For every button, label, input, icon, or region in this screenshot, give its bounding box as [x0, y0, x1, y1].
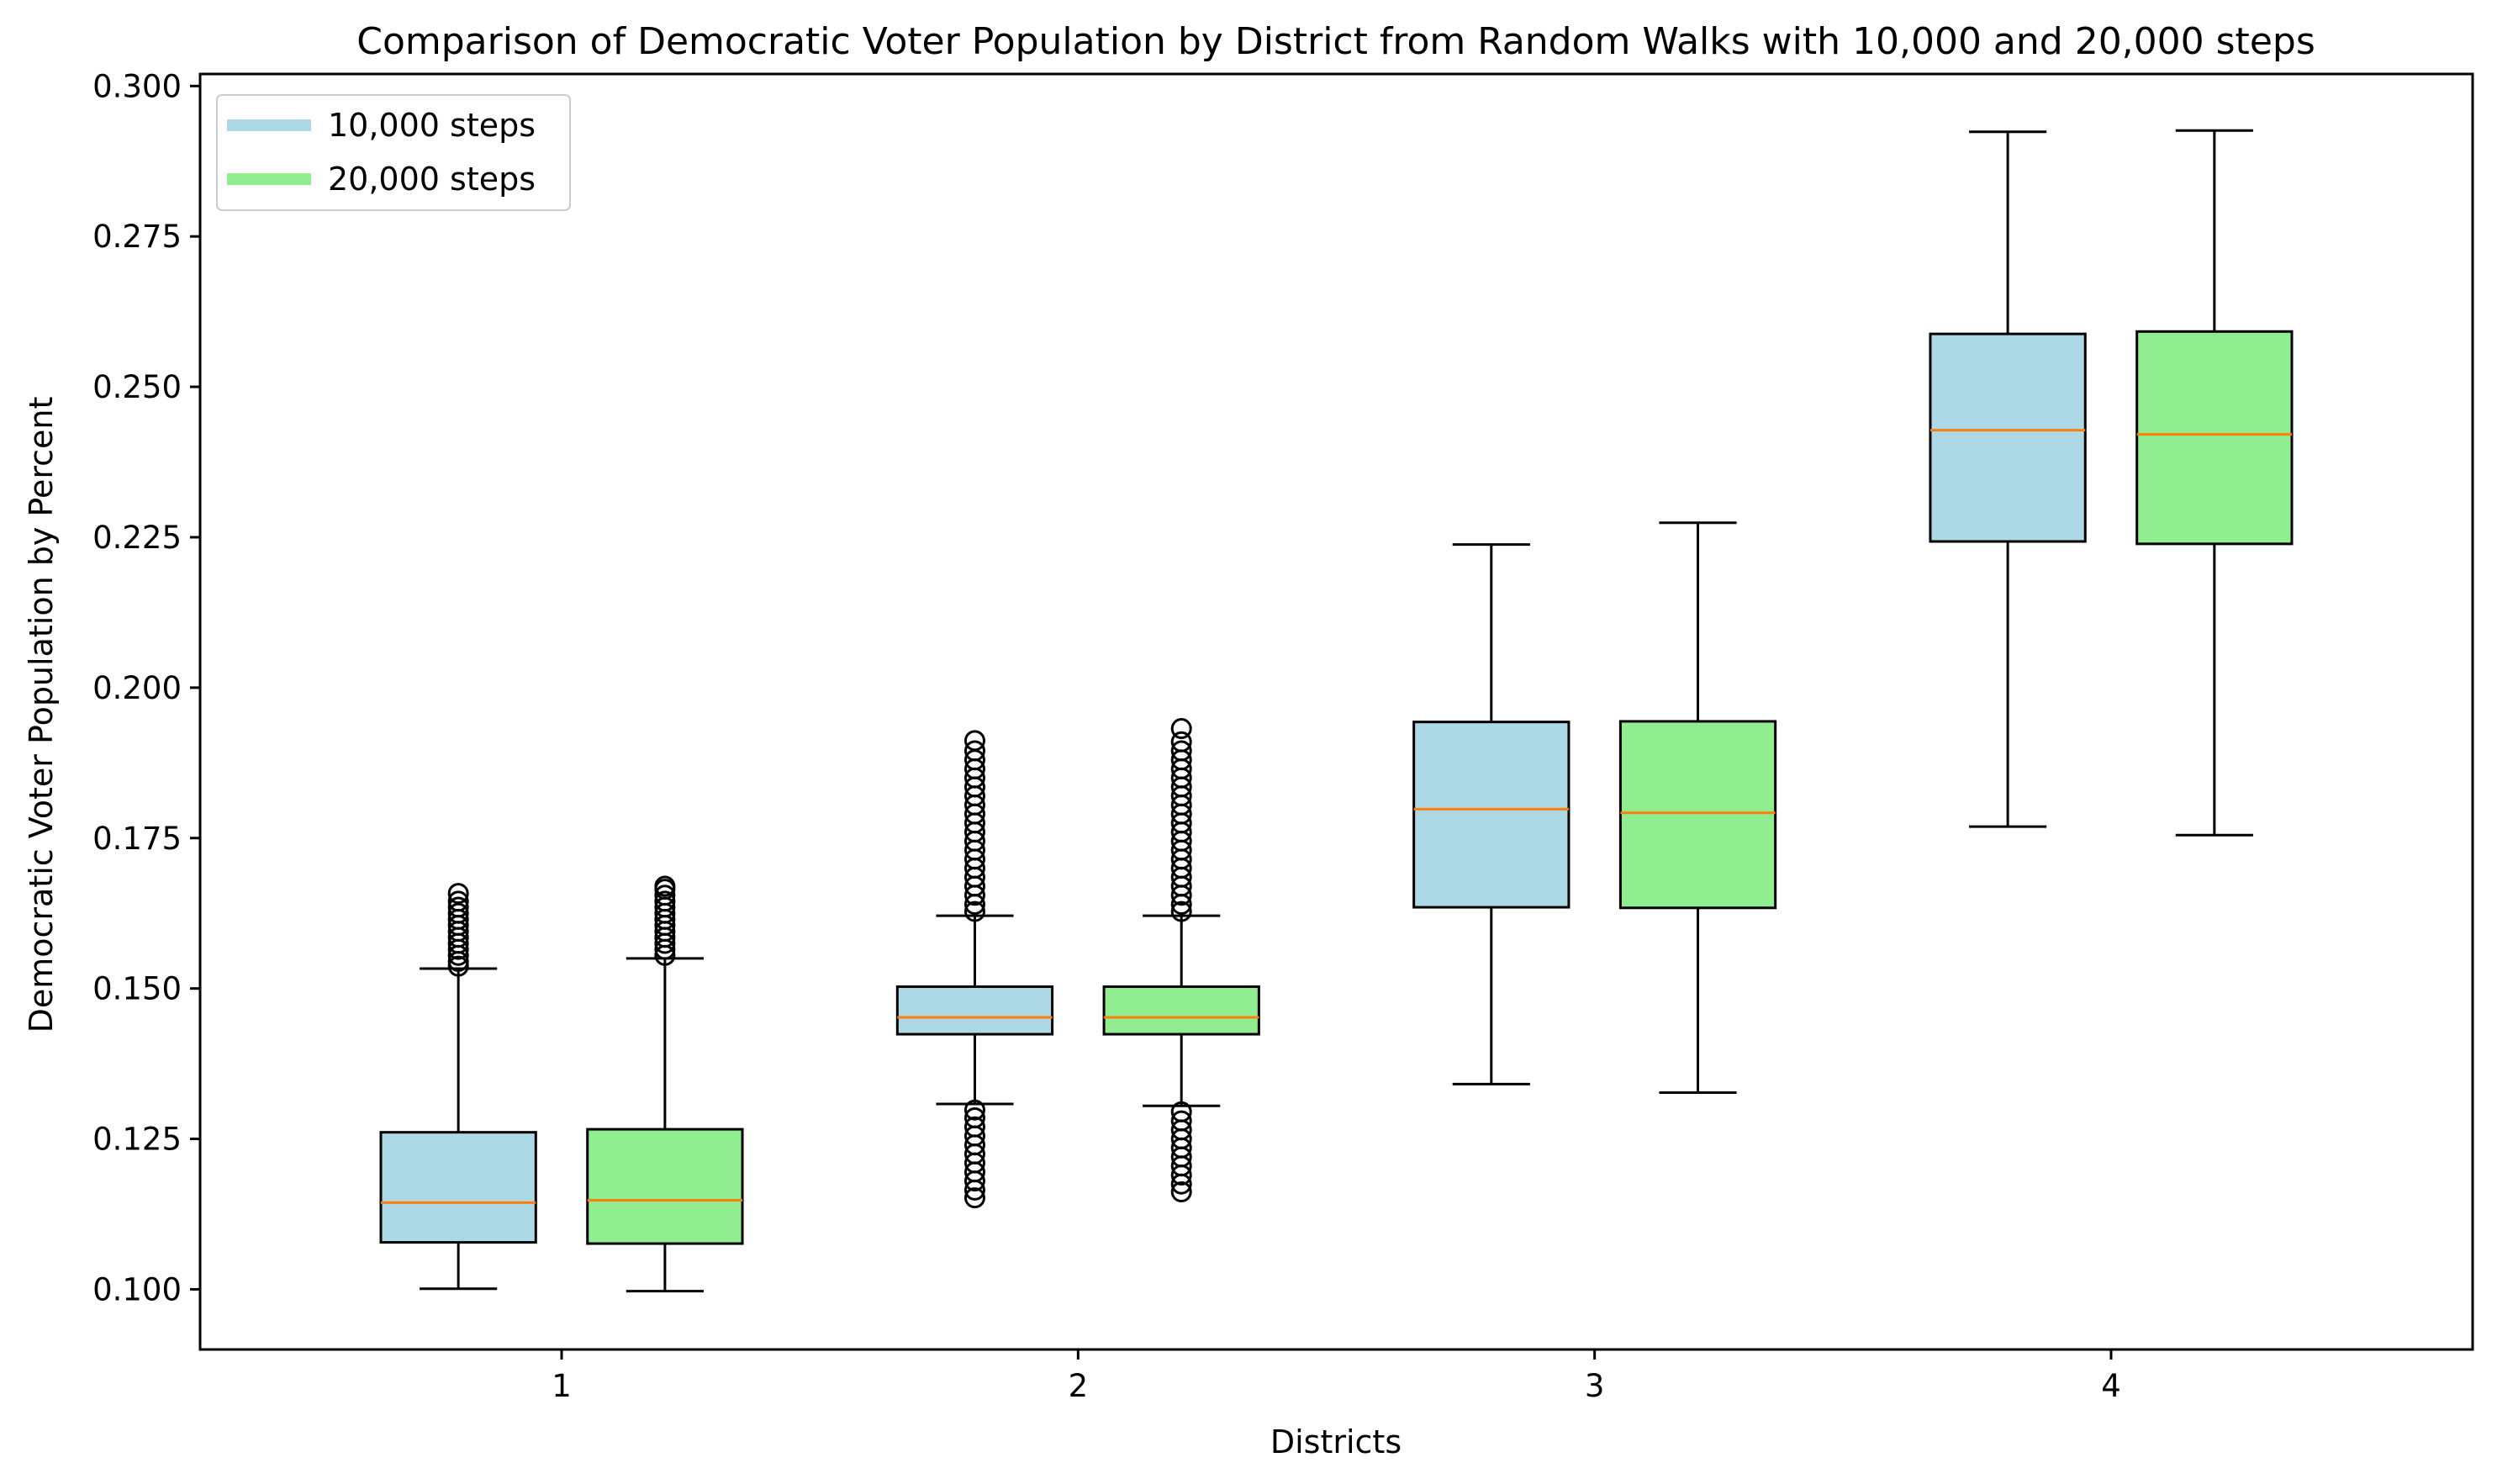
box-iqr [379, 1131, 537, 1244]
box-district-3-10k [1412, 543, 1571, 1085]
y-axis-label: Democratic Voter Population by Percent [23, 397, 60, 1033]
outlier-point [1170, 1181, 1192, 1203]
legend-label: 10,000 steps [328, 107, 536, 144]
y-tick-label: 0.100 [92, 1271, 182, 1307]
plot-area: 0.100 0.125 0.150 0.175 0.200 0.225 0.250 0.275… [92, 68, 2294, 1404]
x-tick-label: 4 [2101, 1368, 2121, 1404]
outlier-point [963, 1170, 985, 1192]
outlier-point [1170, 1173, 1192, 1195]
box-district-4-20k [2135, 129, 2294, 837]
y-tick-label: 0.175 [92, 821, 182, 857]
outlier-point [963, 900, 985, 922]
y-tick-label: 0.150 [92, 971, 182, 1007]
box-iqr [1102, 985, 1260, 1036]
outlier-point [1170, 1164, 1192, 1186]
y-tick-label: 0.250 [92, 369, 182, 405]
outlier-point [654, 885, 676, 906]
box-iqr [1412, 721, 1571, 909]
legend-item: 20,000 steps [227, 161, 536, 198]
y-tick-label: 0.125 [92, 1122, 182, 1158]
outlier-point [1170, 731, 1192, 753]
box-district-1-10k [379, 883, 537, 1291]
box-iqr [2135, 330, 2294, 546]
outlier-point [963, 730, 985, 752]
legend-label: 20,000 steps [328, 161, 536, 198]
box-district-3-20k [1618, 521, 1777, 1094]
outlier-point [963, 1099, 985, 1121]
outlier-point [1170, 740, 1192, 762]
outlier-point [447, 890, 469, 912]
axes-frame [198, 72, 2474, 1351]
box-district-2-10k [895, 730, 1054, 1209]
outlier-point [963, 1179, 985, 1201]
box-iqr [1929, 332, 2087, 543]
chart-title: Comparison of Democratic Voter Populatio… [356, 20, 2315, 63]
box-district-4-10k [1929, 130, 2087, 828]
outlier-point [963, 740, 985, 762]
y-tick-label: 0.300 [92, 68, 182, 104]
outlier-point [1170, 718, 1192, 740]
x-tick-label: 2 [1069, 1368, 1089, 1404]
legend-item: 10,000 steps [227, 107, 536, 144]
y-tick-label: 0.225 [92, 520, 182, 556]
outlier-point [963, 1187, 985, 1209]
outlier-point [447, 883, 469, 905]
outlier-point [654, 890, 676, 912]
box-district-1-20k [586, 875, 744, 1293]
x-axis-label: Districts [1270, 1423, 1402, 1460]
outlier-point [654, 875, 676, 897]
box-iqr [895, 985, 1054, 1036]
y-tick-label: 0.275 [92, 219, 182, 255]
outlier-point [447, 902, 469, 924]
outlier-point [1170, 900, 1192, 922]
x-tick-label: 3 [1585, 1368, 1605, 1404]
box-iqr [1618, 720, 1777, 910]
box-iqr [586, 1128, 744, 1245]
y-tick-label: 0.200 [92, 670, 182, 706]
x-tick-label: 1 [552, 1368, 572, 1404]
box-district-2-20k [1102, 718, 1260, 1203]
legend: 10,000 steps 20,000 steps [216, 94, 571, 211]
outlier-point [447, 896, 469, 918]
